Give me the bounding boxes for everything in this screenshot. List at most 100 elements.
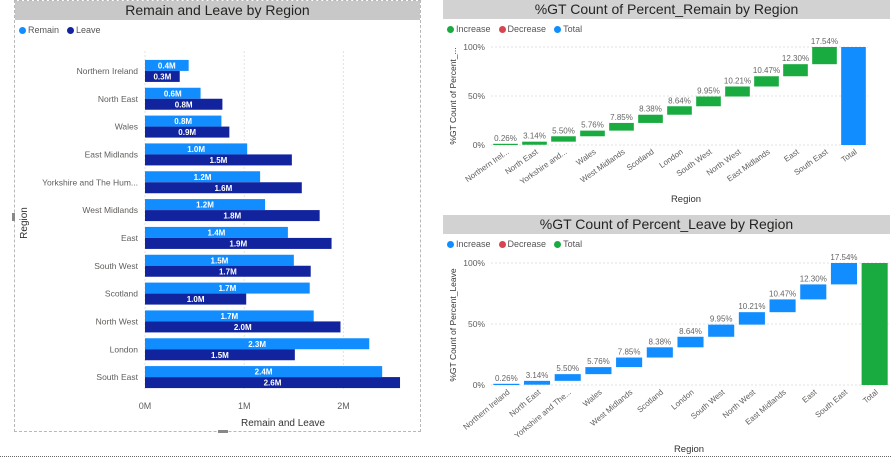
legend-item-increase[interactable]: Increase — [447, 24, 491, 34]
bar-data-label: 3.14% — [526, 371, 549, 380]
bar-data-label: 5.50% — [556, 364, 579, 373]
bar-leave — [145, 349, 295, 361]
waterfall-bar — [677, 336, 704, 348]
bar-data-label: 17.54% — [811, 37, 838, 46]
bar-data-label: 0.9M — [178, 128, 196, 137]
bar-data-label: 5.50% — [552, 126, 575, 135]
bar-data-label: 2.0M — [234, 323, 252, 332]
y-tick-label: North West — [96, 316, 139, 326]
bar-data-label: 7.85% — [610, 113, 633, 122]
bar-data-label: 8.64% — [679, 327, 702, 336]
legend-label-decrease: Decrease — [507, 239, 547, 249]
waterfall-bar — [585, 367, 612, 375]
waterfall-bar — [800, 284, 827, 300]
legend-total-dot-icon — [554, 240, 562, 248]
bar-data-label: 10.21% — [738, 302, 765, 311]
bar-remain — [145, 310, 314, 322]
x-tick-label: East — [801, 387, 820, 405]
legend-remain-dot-icon — [19, 26, 26, 34]
y-tick-label: Yorkshire and The Hum... — [42, 177, 138, 187]
bar-data-label: 17.54% — [830, 253, 857, 262]
x-tick-label: Northern Irel... — [464, 147, 511, 184]
bar-data-label: 5.76% — [587, 357, 610, 366]
bar-remain — [145, 226, 288, 238]
bar-leave — [145, 182, 302, 194]
legend-item-total[interactable]: Total — [554, 24, 582, 34]
y-tick-label: Wales — [115, 122, 138, 132]
y-tick-label: London — [110, 344, 139, 354]
resize-handle-left[interactable] — [12, 213, 15, 221]
legend-item-decrease[interactable]: Decrease — [498, 24, 547, 34]
legend-item-leave[interactable]: Leave — [67, 25, 101, 35]
bar-leave — [145, 237, 332, 249]
waterfall-bar — [812, 47, 837, 65]
waterfall-bar — [616, 357, 643, 368]
y-axis-title: %GT Count of Percent_Leave — [448, 268, 458, 382]
leave-waterfall-panel[interactable]: %GT Count of Percent_Leave by Region Inc… — [443, 215, 890, 460]
x-axis-title: Remain and Leave — [241, 418, 325, 429]
bar-data-label: 2.4M — [255, 368, 273, 377]
bar-data-label: 1.7M — [220, 312, 238, 321]
legend-label-leave: Leave — [76, 25, 101, 35]
bar-data-label: 1.2M — [194, 173, 212, 182]
y-tick-label: 0% — [473, 140, 486, 150]
bar-remain — [145, 366, 383, 378]
bar-data-label: 1.7M — [219, 267, 237, 276]
x-tick-label: Yorkshire and The... — [513, 388, 573, 441]
chart-legend: Remain Leave — [19, 25, 105, 35]
x-tick-label: Wales — [575, 147, 598, 167]
bar-data-label: 12.30% — [800, 274, 827, 283]
waterfall-bar — [738, 312, 765, 325]
waterfall-bar — [493, 143, 518, 145]
y-tick-label: 100% — [463, 42, 485, 52]
remain-waterfall-panel[interactable]: %GT Count of Percent_Remain by Region In… — [443, 0, 890, 210]
x-tick-label: London — [670, 388, 696, 412]
bar-remain — [145, 338, 370, 350]
waterfall-bar — [638, 114, 663, 123]
canvas-bottom-border — [0, 456, 891, 457]
legend-label-increase: Increase — [456, 239, 491, 249]
leave-waterfall-chart: 0% 50% 100% %GT Count of Percent_Leave Regio… — [448, 253, 890, 455]
bar-remain — [145, 115, 222, 127]
bar-remain — [145, 59, 189, 71]
bar-remain — [145, 199, 266, 211]
bar-leave — [145, 377, 401, 389]
bar-data-label: 1.5M — [211, 351, 229, 360]
x-tick-label: 2M — [337, 401, 350, 411]
bar-remain — [145, 171, 261, 183]
remain-leave-chart-panel[interactable]: Remain and Leave by Region Remain Leave … — [12, 0, 421, 433]
legend-decrease-dot-icon — [498, 25, 506, 33]
bar-data-label: 8.38% — [648, 337, 671, 346]
legend-label-remain: Remain — [28, 25, 60, 35]
bar-data-label: 1.5M — [210, 156, 228, 165]
y-tick-label: West Midlands — [82, 205, 138, 215]
bar-data-label: 1.5M — [211, 256, 229, 265]
legend-label-total: Total — [563, 239, 583, 249]
legend-item-remain[interactable]: Remain — [19, 25, 59, 35]
waterfall-bar — [646, 347, 673, 358]
resize-handle-bottom[interactable] — [218, 430, 228, 433]
waterfall-bar — [580, 130, 605, 137]
chart-legend: Increase Decrease Total — [447, 239, 586, 249]
bar-data-label: 0.26% — [495, 374, 518, 383]
legend-item-increase[interactable]: Increase — [447, 239, 491, 249]
bar-leave — [145, 210, 320, 222]
legend-increase-dot-icon — [447, 240, 454, 248]
legend-item-total[interactable]: Total — [554, 239, 582, 249]
x-tick-label: Total — [861, 387, 880, 405]
y-tick-label: 50% — [468, 319, 485, 329]
bar-remain — [145, 282, 310, 294]
y-tick-label: East Midlands — [85, 149, 138, 159]
x-tick-label: 0M — [139, 401, 152, 411]
waterfall-bar — [696, 96, 721, 107]
chart-title: %GT Count of Percent_Leave by Region — [443, 215, 890, 234]
bar-data-label: 7.85% — [618, 348, 641, 357]
chart-title: Remain and Leave by Region — [15, 1, 420, 20]
y-tick-label: South West — [94, 261, 138, 271]
legend-item-decrease[interactable]: Decrease — [498, 239, 547, 249]
bar-data-label: 2.6M — [264, 379, 282, 388]
bar-leave — [145, 293, 247, 305]
bar-leave — [145, 321, 341, 333]
legend-label-decrease: Decrease — [507, 24, 547, 34]
legend-decrease-dot-icon — [498, 240, 506, 248]
